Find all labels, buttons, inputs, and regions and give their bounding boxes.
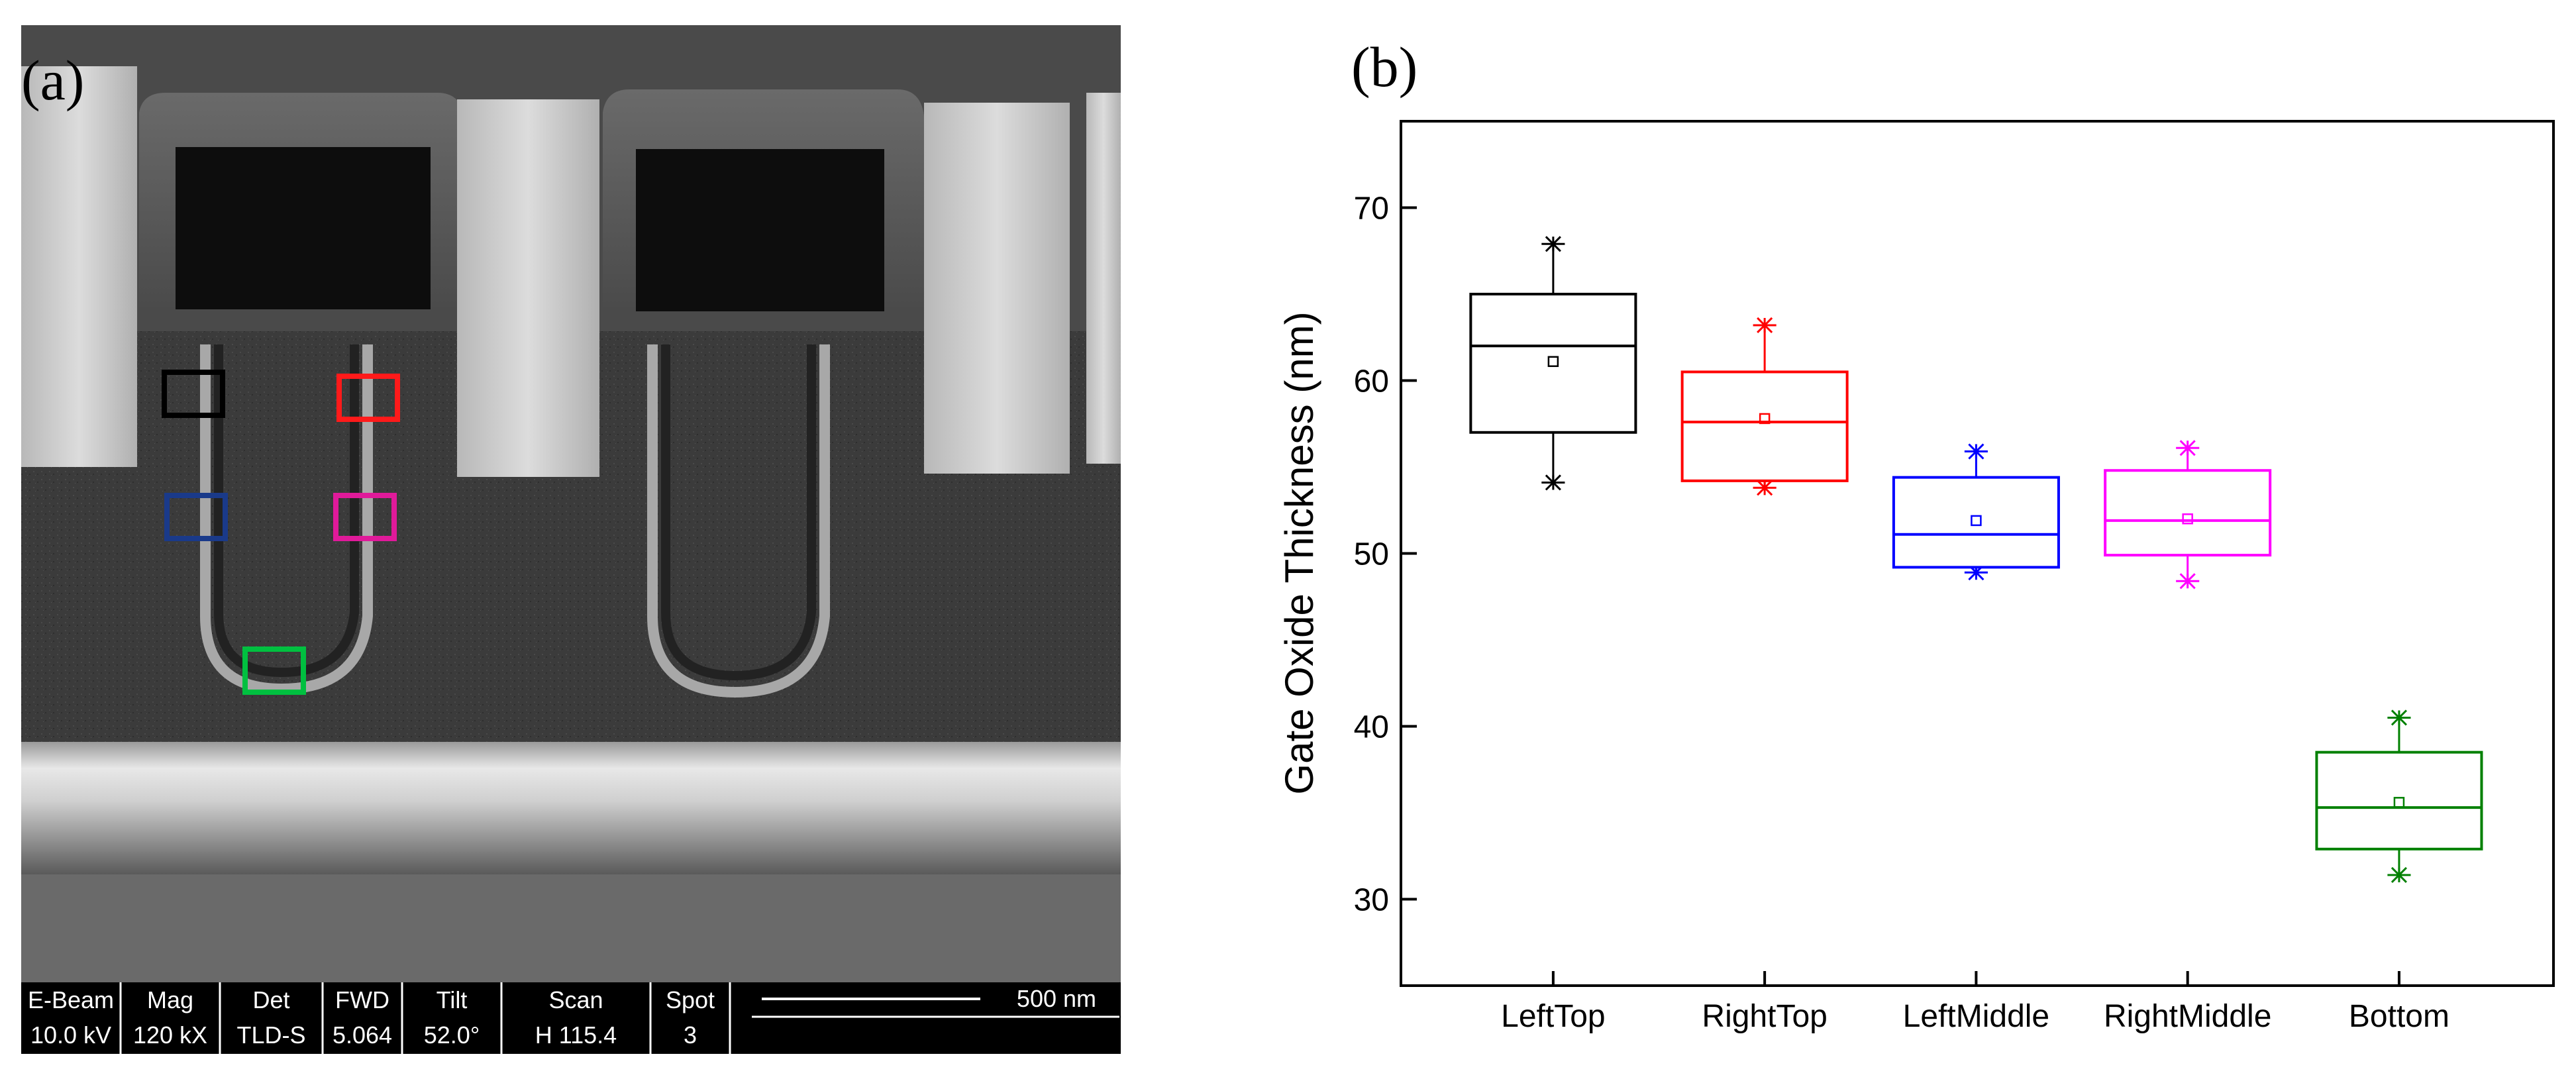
boxes-group (1469, 236, 2483, 884)
roi-box-rightmiddle (333, 493, 397, 541)
y-tick-label: 50 (1354, 537, 1389, 572)
info-bar-value: 120 kX (133, 1021, 207, 1049)
x-tick-label: RightMiddle (2104, 999, 2271, 1034)
max-marker (2179, 440, 2196, 456)
info-bar-header: Mag (147, 986, 193, 1013)
roi-box-lefttop (162, 370, 225, 418)
min-marker (1757, 480, 1773, 496)
y-tick-label: 60 (1354, 364, 1389, 399)
iqr-box (2104, 469, 2272, 557)
box-chart-panel: (b) 30 40 50 60 70 LeftTop RightTop LeftMiddle… (1139, 0, 2576, 1082)
iqr-box (2315, 750, 2483, 851)
info-bar-value: TLD-S (236, 1021, 305, 1049)
sem-panel: (a) E-Beam 10.0 kV Mag 120 kX Det TLD-S FWD 5.0… (0, 0, 1139, 1082)
mean-marker (1759, 413, 1771, 425)
iqr-box (1892, 476, 2060, 569)
y-axis-title: Gate Oxide Thickness (nm) (1277, 311, 1321, 794)
x-tick-label: LeftTop (1501, 999, 1605, 1034)
mean-marker (2393, 797, 2405, 808)
info-bar-value: 52.0° (424, 1021, 480, 1049)
info-bar-value: 5.064 (333, 1021, 392, 1049)
y-axis: 30 40 50 60 70 (1354, 191, 1417, 918)
box-lefttop (1469, 236, 1637, 491)
roi-box-bottom (242, 646, 306, 695)
y-tick-label: 70 (1354, 191, 1389, 227)
max-marker (2391, 709, 2408, 726)
x-axis: LeftTop RightTop LeftMiddle RightMiddle Bott… (1501, 971, 2449, 1034)
box-bottom (2315, 709, 2483, 884)
iqr-box (1680, 370, 1849, 482)
info-bar-header: E-Beam (28, 986, 114, 1013)
max-marker (1757, 317, 1773, 334)
box-leftmiddle (1892, 443, 2060, 581)
info-bar-value: H 115.4 (535, 1021, 617, 1049)
sem-info-bar: E-Beam 10.0 kV Mag 120 kX Det TLD-S FWD 5.064 Ti… (21, 982, 1121, 1054)
info-bar-header: Tilt (437, 986, 468, 1013)
x-tick-label: Bottom (2349, 999, 2449, 1034)
info-bar-header: Det (252, 986, 289, 1013)
mean-marker (2182, 513, 2193, 525)
min-marker (1545, 474, 1561, 491)
panel-b-label: (b) (1351, 35, 1417, 99)
info-bar-value: 3 (684, 1021, 697, 1049)
y-tick-label: 30 (1354, 883, 1389, 918)
box-rightmiddle (2104, 440, 2272, 590)
mean-marker (1547, 356, 1559, 368)
info-bar-header: Scan (548, 986, 603, 1013)
y-tick-label: 40 (1354, 710, 1389, 745)
max-marker (1968, 443, 1984, 460)
info-bar-header: Spot (666, 986, 715, 1013)
box-chart: (b) 30 40 50 60 70 LeftTop RightTop LeftMiddle… (1277, 35, 2555, 1034)
roi-box-leftmiddle (164, 493, 228, 541)
iqr-box (1469, 293, 1637, 434)
x-tick-label: RightTop (1702, 999, 1827, 1034)
max-marker (1545, 236, 1561, 252)
box-righttop (1680, 317, 1849, 496)
mean-marker (1971, 515, 1982, 527)
info-bar-value: 10.0 kV (30, 1021, 111, 1049)
x-tick-label: LeftMiddle (1903, 999, 2049, 1034)
scale-bar-label: 500 nm (1017, 985, 1096, 1012)
panel-a-label: (a) (21, 48, 84, 112)
min-marker (2391, 866, 2408, 884)
info-bar-header: FWD (335, 986, 389, 1013)
sem-image: (a) E-Beam 10.0 kV Mag 120 kX Det TLD-S FWD 5.0… (21, 25, 1121, 1054)
min-marker (2179, 573, 2196, 590)
roi-box-righttop (336, 374, 400, 422)
